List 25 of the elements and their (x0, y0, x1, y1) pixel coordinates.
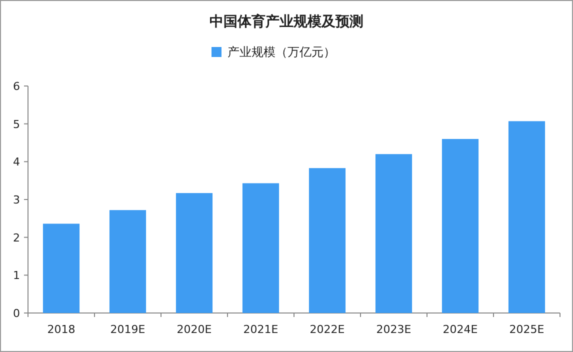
y-tick-label: 3 (13, 194, 20, 206)
bar (442, 138, 479, 313)
x-tick-label: 2023E (376, 323, 412, 336)
x-tick-label: 2025E (509, 323, 544, 336)
x-tick-label: 2018 (47, 323, 76, 336)
y-tick-label: 6 (13, 80, 20, 93)
bar (375, 154, 412, 313)
x-tick-label: 2020E (176, 323, 212, 336)
x-tick-label: 2019E (110, 323, 146, 336)
bar (42, 224, 80, 313)
chart-title: 中国体育产业规模及预测 (210, 13, 364, 30)
x-tick-label: 2022E (310, 323, 345, 336)
bar (308, 168, 346, 313)
y-tick-label: 2 (13, 231, 20, 244)
y-tick-label: 0 (13, 307, 20, 320)
bar (242, 183, 280, 313)
y-tick-label: 5 (13, 118, 20, 131)
bar (176, 193, 213, 313)
y-tick-label: 4 (13, 156, 20, 169)
bar (109, 210, 146, 313)
legend: 产业规模（万亿元） (212, 45, 336, 59)
x-tick-label: 2024E (442, 323, 478, 336)
x-tick-label: 2021E (243, 323, 278, 336)
bar (508, 121, 546, 313)
y-tick-label: 1 (13, 269, 20, 282)
